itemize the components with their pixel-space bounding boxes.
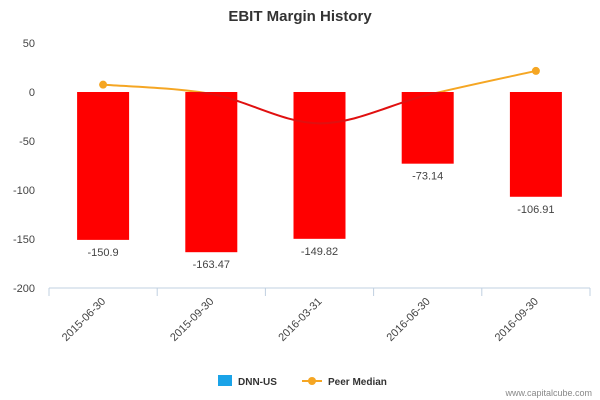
legend-marker-peer [308, 377, 316, 385]
bar-data-label: -163.47 [193, 259, 230, 271]
x-tick-label: 2015-06-30 [60, 296, 108, 344]
peer-median-line-positive [103, 69, 537, 92]
y-tick-label: -150 [13, 234, 35, 246]
watermark: www.capitalcube.com [504, 388, 592, 398]
y-tick-label: -100 [13, 185, 35, 197]
bar [293, 92, 346, 239]
peer-median-point [531, 66, 540, 75]
legend: DNN-US Peer Median [218, 375, 387, 388]
peer-median-point [99, 80, 108, 89]
legend-label-dnn: DNN-US [238, 377, 277, 388]
bar [509, 92, 562, 197]
chart-title: EBIT Margin History [228, 8, 372, 25]
bar-data-label: -73.14 [412, 171, 443, 183]
legend-swatch-dnn [218, 375, 232, 386]
x-tick-label: 2016-09-30 [493, 296, 541, 344]
bars [77, 92, 562, 253]
x-axis: 2015-06-30 2015-09-30 2016-03-31 2016-06-30… [48, 287, 591, 344]
y-tick-label: -200 [13, 283, 35, 295]
bar-labels: -150.9 -163.47 -149.82 -73.14 -106.91 [87, 171, 554, 272]
peer-median-line [99, 66, 540, 125]
bar-data-label: -106.91 [517, 204, 554, 216]
bar [401, 92, 454, 164]
x-tick-label: 2016-03-31 [276, 296, 324, 344]
bar-data-label: -150.9 [87, 247, 118, 259]
y-axis: 50 0 -50 -100 -150 -200 [13, 38, 35, 295]
y-tick-label: -50 [19, 136, 35, 148]
y-tick-label: 0 [29, 87, 35, 99]
y-tick-label: 50 [23, 38, 35, 50]
x-tick-label: 2016-06-30 [385, 296, 433, 344]
bar [185, 92, 238, 253]
bar [77, 92, 130, 240]
peer-median-line-negative [190, 92, 445, 125]
x-tick-label: 2015-09-30 [168, 296, 216, 344]
legend-label-peer: Peer Median [328, 377, 387, 388]
bar-data-label: -149.82 [301, 246, 338, 258]
